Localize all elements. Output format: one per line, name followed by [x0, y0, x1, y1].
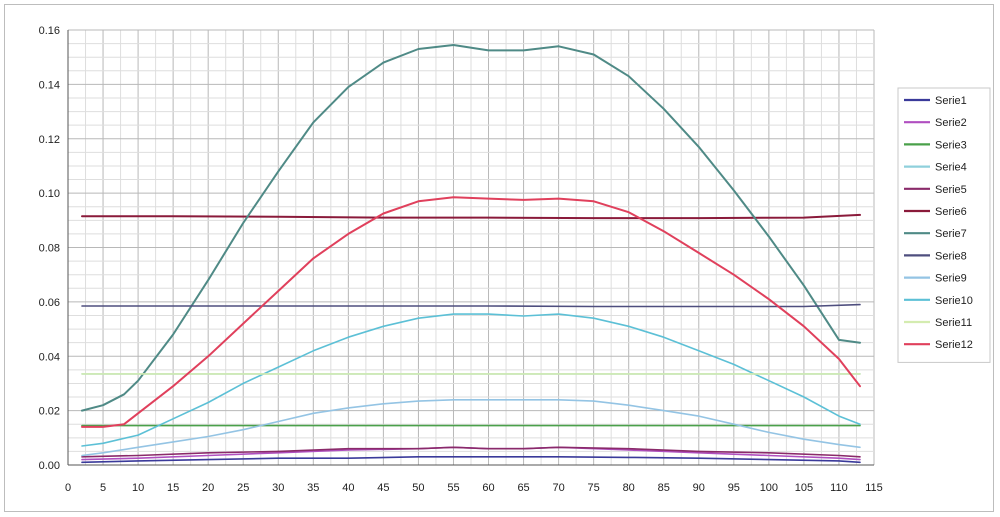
- legend-label: Serie6: [935, 206, 967, 218]
- x-tick-label: 85: [658, 482, 670, 494]
- y-tick-label: 0.00: [39, 460, 60, 472]
- x-tick-label: 5: [100, 482, 106, 494]
- x-tick-label: 10: [132, 482, 144, 494]
- series-lines: [81, 44, 861, 464]
- y-tick-label: 0.04: [39, 351, 60, 363]
- legend-label: Serie12: [935, 339, 973, 351]
- y-tick-label: 0.06: [39, 297, 60, 309]
- x-tick-label: 70: [552, 482, 564, 494]
- x-tick-label: 75: [588, 482, 600, 494]
- legend-label: Serie11: [935, 317, 972, 329]
- y-tick-label: 0.14: [39, 79, 60, 91]
- x-tick-label: 25: [237, 482, 249, 494]
- series-line-serie12: [81, 196, 861, 428]
- legend-box: [897, 87, 991, 363]
- series-line-serie6: [81, 213, 861, 220]
- legend-label: Serie1: [935, 95, 967, 107]
- x-tick-label: 90: [693, 482, 705, 494]
- legend-label: Serie5: [935, 184, 967, 196]
- axes: 0 5 10 15 20 25 30 35 40 45 50 55 60 65 70 75 80 85 90 95 10…: [39, 25, 883, 494]
- legend-label: Serie9: [935, 273, 967, 285]
- x-tick-label: 115: [865, 482, 883, 494]
- x-tick-label: 15: [167, 482, 179, 494]
- x-tick-label: 20: [202, 482, 214, 494]
- x-tick-label: 60: [482, 482, 494, 494]
- y-tick-label: 0.02: [39, 406, 60, 418]
- x-tick-label: 65: [517, 482, 529, 494]
- series-line-serie1: [81, 455, 861, 464]
- legend-label: Serie8: [935, 250, 967, 262]
- x-tick-label: 35: [307, 482, 319, 494]
- legend-label: Serie2: [935, 117, 967, 129]
- x-tick-label: 110: [830, 482, 848, 494]
- series-line-serie7: [81, 44, 861, 412]
- x-tick-label: 0: [65, 482, 71, 494]
- y-tick-label: 0.08: [39, 243, 60, 255]
- x-tick-label: 105: [795, 482, 813, 494]
- legend-label: Serie4: [935, 162, 967, 174]
- series-line-serie9: [81, 398, 861, 457]
- x-tick-label: 40: [342, 482, 354, 494]
- legend-label: Serie3: [935, 139, 967, 151]
- x-tick-label: 80: [623, 482, 635, 494]
- chart-frame: [4, 4, 994, 512]
- legend-label: Serie10: [935, 295, 973, 307]
- legend: Serie1 Serie2 Serie3 Serie4 Serie5 Serie6 Seri…: [897, 87, 991, 363]
- legend-label: Serie7: [935, 228, 967, 240]
- series-line-serie5: [81, 446, 861, 458]
- x-tick-label: 100: [760, 482, 778, 494]
- x-tick-label: 55: [447, 482, 459, 494]
- y-tick-label: 0.12: [39, 134, 60, 146]
- series-line-serie10: [81, 313, 861, 447]
- x-tick-label: 45: [377, 482, 389, 494]
- x-tick-label: 50: [412, 482, 424, 494]
- x-tick-label: 30: [272, 482, 284, 494]
- y-tick-label: 0.10: [39, 188, 60, 200]
- y-tick-label: 0.16: [39, 25, 60, 37]
- series-line-serie8: [81, 303, 861, 308]
- x-tick-label: 95: [728, 482, 740, 494]
